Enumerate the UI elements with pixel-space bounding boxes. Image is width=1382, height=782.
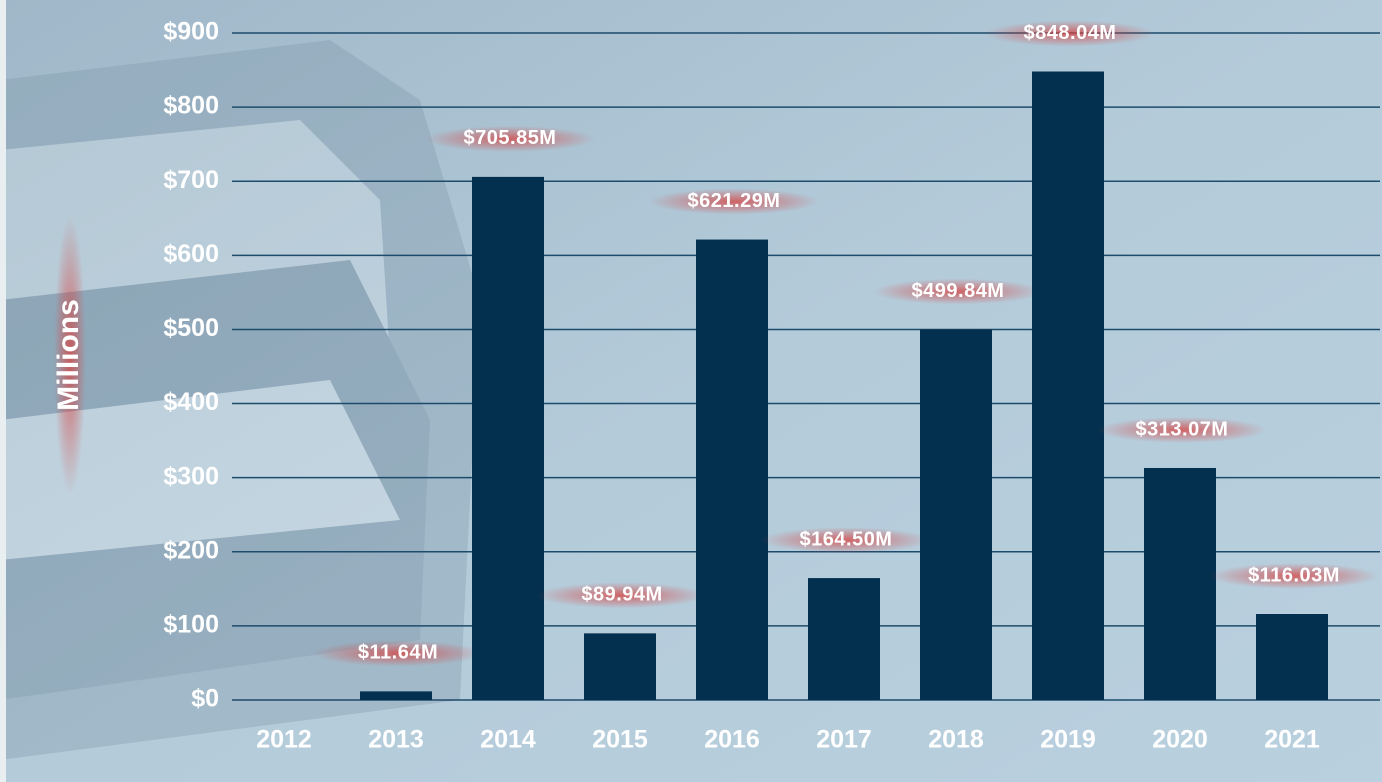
value-label-glow: [537, 582, 707, 609]
value-label-glow: [761, 527, 931, 554]
y-tick-label: $900: [163, 18, 219, 46]
value-label: $705.85M: [464, 127, 557, 149]
value-label-glow: [1209, 563, 1379, 590]
y-tick-label: $600: [163, 240, 219, 268]
paper-photo: [0, 40, 480, 760]
x-tick-label: 2019: [1040, 726, 1096, 754]
x-tick-label: 2021: [1264, 726, 1320, 754]
value-label: $116.03M: [1248, 564, 1340, 586]
x-tick-label: 2017: [816, 726, 872, 754]
y-tick-label: $0: [191, 685, 219, 713]
y-tick-label: $200: [163, 536, 219, 564]
bar: [472, 176, 544, 700]
value-label: $89.94M: [581, 584, 662, 606]
y-tick-label: $800: [163, 92, 219, 120]
y-tick-label: $300: [163, 462, 219, 490]
left-edge: [0, 0, 6, 782]
bar: [360, 691, 432, 700]
bar: [808, 578, 880, 700]
label-glow: [54, 215, 86, 495]
value-label-glow: [985, 20, 1155, 47]
value-label-glow: [1097, 416, 1267, 443]
x-tick-label: 2015: [592, 726, 648, 754]
x-tick-label: 2018: [928, 726, 984, 754]
y-tick-label: $100: [163, 610, 219, 638]
bar: [1144, 467, 1216, 700]
value-label: $11.64M: [358, 642, 438, 664]
x-tick-label: 2016: [704, 726, 760, 754]
value-label-glow: [425, 125, 595, 152]
value-label: $848.04M: [1024, 22, 1117, 44]
value-label: $621.29M: [688, 190, 781, 212]
value-label: $164.50M: [800, 528, 893, 550]
y-tick-label: $500: [163, 314, 219, 342]
value-label-glow: [649, 188, 819, 215]
bar: [696, 239, 768, 700]
x-tick-label: 2020: [1152, 726, 1208, 754]
x-tick-label: 2013: [368, 726, 424, 754]
y-axis-label: Millions: [52, 299, 85, 411]
bar: [1256, 614, 1328, 700]
bar: [584, 633, 656, 700]
value-label: $499.84M: [912, 280, 1005, 302]
y-tick-label: $700: [163, 166, 219, 194]
value-label-glow: [313, 640, 483, 667]
y-tick-label: $400: [163, 388, 219, 416]
bar: [920, 329, 992, 700]
value-label: $313.07M: [1136, 418, 1229, 440]
x-tick-label: 2012: [256, 726, 312, 754]
bar: [1032, 71, 1104, 701]
x-tick-label: 2014: [480, 726, 536, 754]
value-label-glow: [873, 278, 1043, 305]
